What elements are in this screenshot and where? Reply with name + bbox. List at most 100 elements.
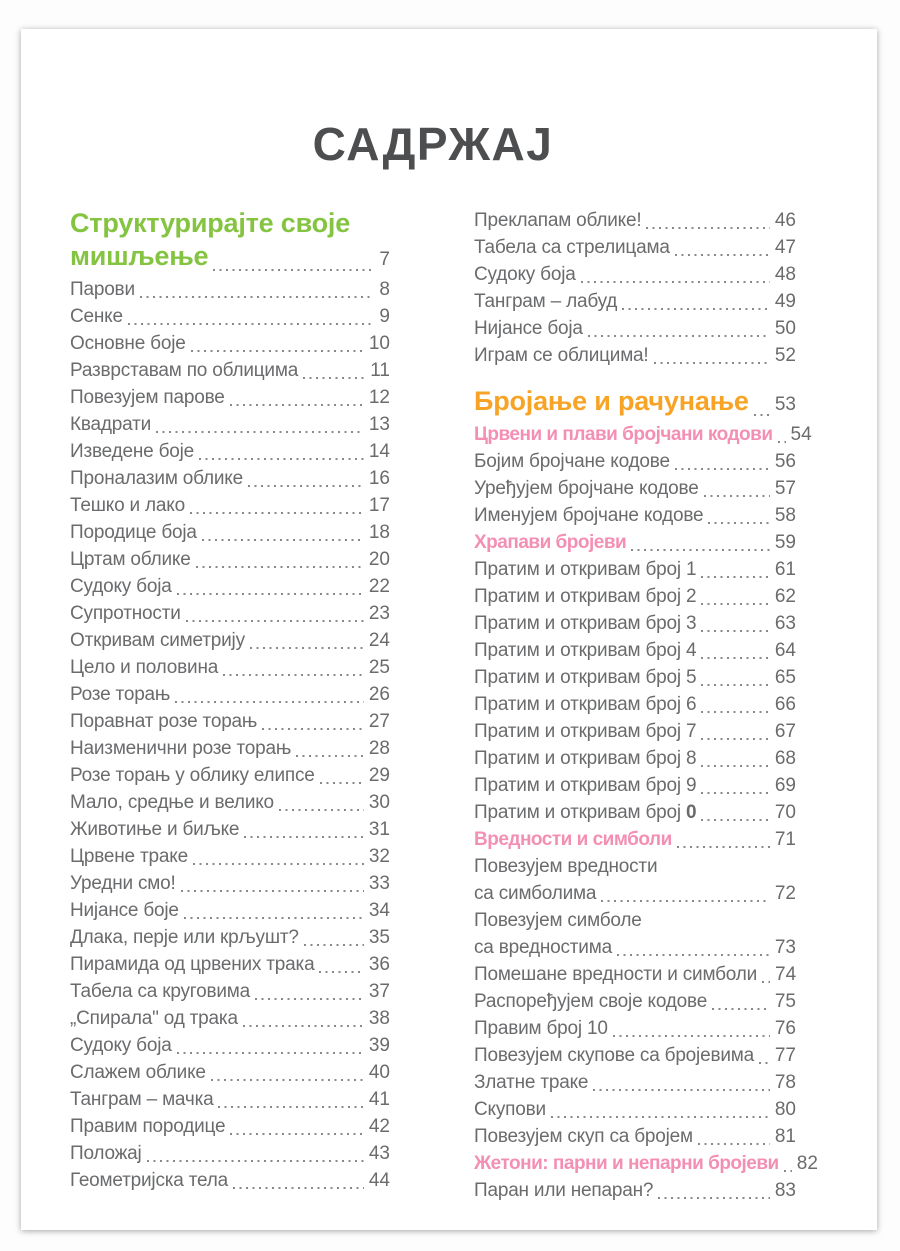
page-number: 70 — [774, 802, 796, 823]
entry-label: Правим број 10 — [474, 1018, 608, 1039]
entry-label: Породице боја — [70, 522, 197, 543]
toc-entry: Мало, средње и велико 30 — [70, 789, 390, 816]
section-heading: Структурирајте своје — [70, 207, 390, 240]
toc-entry: Табела са стрелицама 47 — [474, 234, 796, 261]
dot-leader — [701, 765, 770, 767]
page-number: 25 — [368, 657, 390, 678]
dot-leader — [218, 1106, 364, 1108]
dot-leader — [303, 377, 366, 379]
toc-entry: Супротности 23 — [70, 600, 390, 627]
page-number: 34 — [368, 900, 390, 921]
toc-entry: Розе торањ 26 — [70, 681, 390, 708]
dot-leader — [139, 296, 375, 298]
entry-label: Сенке — [70, 306, 123, 327]
entry-label: Пратим и откривам број 9 — [474, 775, 697, 796]
dot-leader — [674, 254, 770, 256]
entry-label: Животиње и биљке — [70, 819, 240, 840]
toc-entry: Повезујем симболе — [474, 907, 796, 934]
dot-leader — [658, 1197, 770, 1199]
page-number: 33 — [368, 873, 390, 894]
dot-leader — [156, 431, 364, 433]
entry-label: Судоку боја — [474, 264, 576, 285]
dot-leader — [631, 549, 770, 551]
toc-entry: Откривам симетрију 24 — [70, 627, 390, 654]
entry-label: Проналазим облике — [70, 468, 243, 489]
page-number: 56 — [774, 451, 796, 472]
dot-leader — [676, 846, 770, 848]
entry-label: Положај — [70, 1143, 142, 1164]
toc-entry: Танграм – мачка 41 — [70, 1086, 390, 1113]
toc-entry: Судоку боја 22 — [70, 573, 390, 600]
page-number: 36 — [368, 954, 390, 975]
section-heading: Бројање и рачунање 53 — [474, 385, 796, 421]
toc-entry: Цртам облике 20 — [70, 546, 390, 573]
page-number: 66 — [774, 694, 796, 715]
entry-label: Танграм – лабуд — [474, 291, 618, 312]
entry-label: Уредни смо! — [70, 873, 176, 894]
subsection-heading: Жетони: парни и непарни бројеви 82 — [474, 1150, 818, 1177]
page-number: 68 — [774, 748, 796, 769]
entry-label: Пратим и откривам број 1 — [474, 559, 697, 580]
page-number: 65 — [774, 667, 796, 688]
entry-label: Пратим и откривам број 5 — [474, 667, 697, 688]
toc-entry: Пратим и откривам број 0 70 — [474, 799, 796, 826]
dot-leader — [192, 863, 364, 865]
subsection-heading-label: Храпави бројеви — [474, 532, 627, 553]
page-number: 69 — [774, 775, 796, 796]
page-number: 37 — [368, 981, 390, 1002]
entry-label: Табела са стрелицама — [474, 237, 670, 258]
toc-column-right: Преклапам облике! 46 Табела са стрелицама 4… — [474, 207, 818, 1204]
section-heading-label: мишљење — [70, 241, 209, 271]
page-number: 13 — [368, 414, 390, 435]
toc-entry: Уредни смо! 33 — [70, 870, 390, 897]
toc-content: САДРЖАЈ Структурирајте своје мишљење 7 Паро… — [21, 29, 877, 1204]
page-number: 80 — [774, 1099, 796, 1120]
entry-label: „Спирала" од трака — [70, 1008, 238, 1029]
page-number: 41 — [368, 1089, 390, 1110]
dot-leader — [612, 1035, 770, 1037]
toc-entry: Изведене боје 14 — [70, 438, 390, 465]
page-number: 18 — [368, 522, 390, 543]
toc-entry: Пратим и откривам број 4 64 — [474, 637, 796, 664]
dot-leader — [210, 1079, 364, 1081]
page-number: 49 — [774, 291, 796, 312]
page-number: 39 — [368, 1035, 390, 1056]
entry-label: Скупови — [474, 1099, 546, 1120]
dot-leader — [233, 1187, 364, 1189]
entry-label: Паран или непаран? — [474, 1180, 654, 1201]
dot-leader — [201, 539, 364, 541]
subsection-heading: Црвени и плави бројчани кодови 54 — [474, 421, 812, 448]
page-number: 73 — [774, 937, 796, 958]
toc-entry: Геометријска тела 44 — [70, 1167, 390, 1194]
toc-entry: Пратим и откривам број 8 68 — [474, 745, 796, 772]
dot-leader — [708, 522, 770, 524]
page-number: 64 — [774, 640, 796, 661]
toc-entry: Породице боја 18 — [70, 519, 390, 546]
entry-label: Судоку боја — [70, 1035, 172, 1056]
subsection-heading-label: Жетони: парни и непарни бројеви — [474, 1153, 779, 1174]
page-number: 43 — [368, 1143, 390, 1164]
entry-label: Преклапам облике! — [474, 210, 642, 231]
toc-entry: Пратим и откривам број 9 69 — [474, 772, 796, 799]
entry-label: Откривам симетрију — [70, 630, 245, 651]
dot-leader — [701, 630, 770, 632]
toc-entry: Златне траке 78 — [474, 1069, 796, 1096]
dot-leader — [703, 495, 770, 497]
dot-leader — [712, 1008, 770, 1010]
page-number: 7 — [379, 249, 390, 270]
toc-entry: Преклапам облике! 46 — [474, 207, 796, 234]
toc-page: САДРЖАЈ Структурирајте своје мишљење 7 Паро… — [21, 29, 877, 1230]
dot-leader — [319, 782, 364, 784]
dot-leader — [146, 1160, 364, 1162]
toc-entry: Тешко и лако 17 — [70, 492, 390, 519]
page-number: 31 — [368, 819, 390, 840]
page-number: 29 — [368, 765, 390, 786]
dot-leader — [701, 684, 770, 686]
page-number: 61 — [774, 559, 796, 580]
toc-entry: Црвене траке 32 — [70, 843, 390, 870]
page-number: 9 — [379, 306, 390, 327]
entry-label: Танграм – мачка — [70, 1089, 214, 1110]
page-number: 62 — [774, 586, 796, 607]
toc-entry: Положај 43 — [70, 1140, 390, 1167]
dot-leader — [296, 755, 364, 757]
